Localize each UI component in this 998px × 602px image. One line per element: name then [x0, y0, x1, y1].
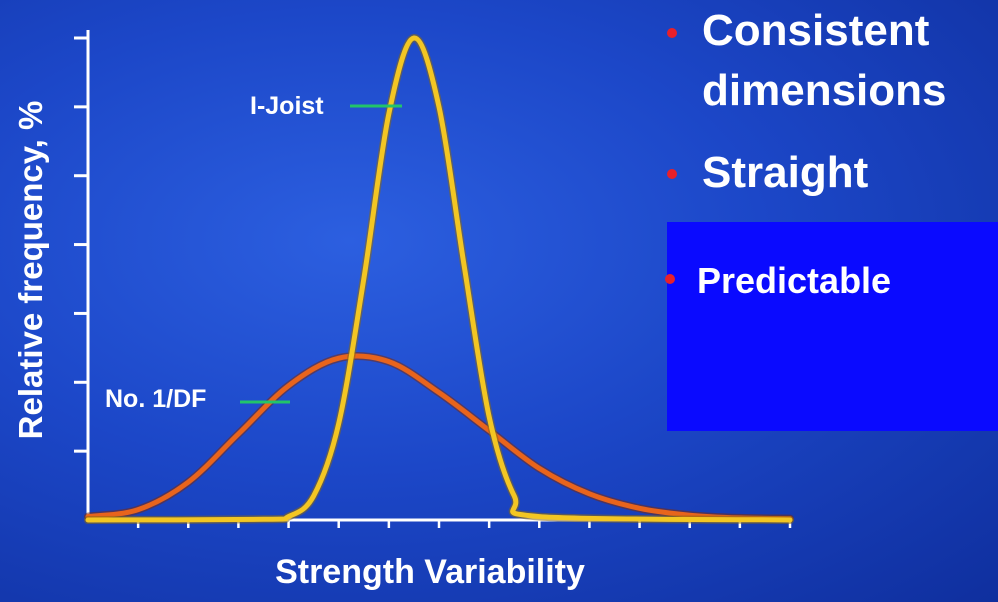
y-axis-label: Relative frequency, % [12, 100, 49, 440]
chart-series [84, 34, 794, 524]
bullet-consistent: Consistent [702, 6, 930, 55]
series-label-i-joist: I-Joist [250, 92, 324, 120]
chart-callouts [240, 104, 402, 404]
x-axis-label: Strength Variability [275, 553, 585, 591]
bullet-dot-icon [665, 274, 675, 284]
bullet-straight: Straight [702, 148, 869, 197]
bullet-predictable: Predictable [697, 260, 892, 301]
series-line-i-joist [85, 35, 793, 523]
bullet-dimensions: dimensions [702, 66, 947, 115]
series-line-no1-df [85, 353, 793, 522]
series-label-no1-df: No. 1/DF [105, 385, 207, 413]
bullet-dot-icon [667, 28, 677, 38]
highlight-box: Predictable [665, 222, 998, 431]
bullet-dot-icon [667, 169, 677, 179]
